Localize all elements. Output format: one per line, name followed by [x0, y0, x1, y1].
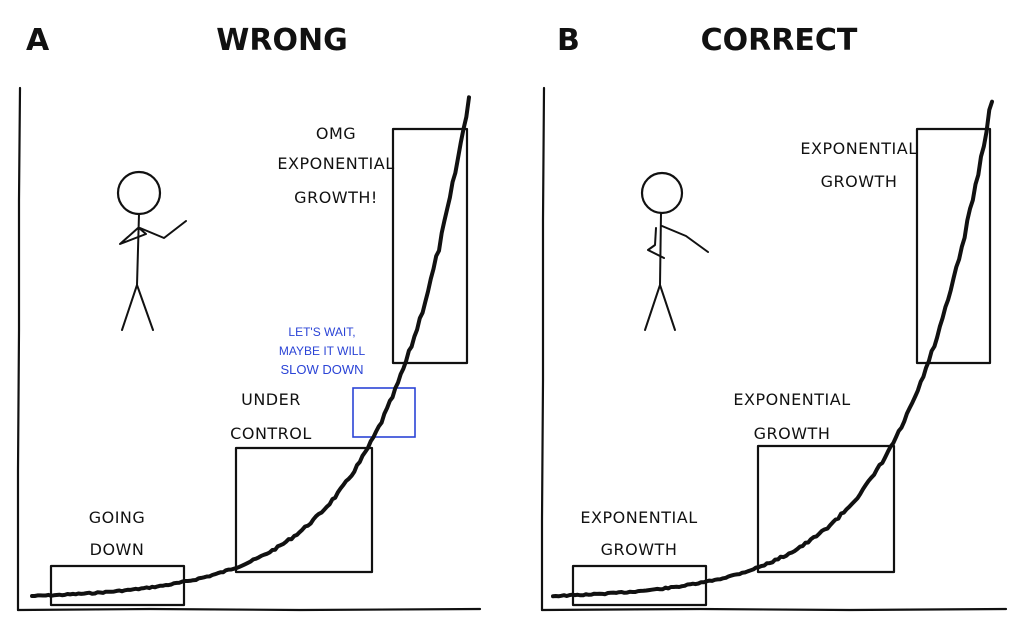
note-line-2: MAYBE IT WILL: [279, 344, 366, 358]
panel-a-exponential-curve: [30, 95, 471, 598]
note-line-3: SLOW DOWN: [280, 362, 363, 377]
panel-a-x-axis: [16, 607, 482, 612]
label-control: CONTROL: [230, 424, 312, 443]
panel-b: B CORRECT EXPONENTIAL GROWTH EXPONENTIAL…: [540, 23, 1008, 612]
note-line-1: LET'S WAIT,: [288, 325, 355, 339]
stick-figure-a-legs: [121, 284, 154, 331]
label-down: DOWN: [90, 540, 145, 559]
label-mid-growth: GROWTH: [754, 424, 831, 443]
stick-figure-b-legs: [644, 284, 676, 331]
panel-b-box-high: [915, 127, 992, 365]
panel-a-box-wait: [352, 387, 416, 438]
label-going: GOING: [89, 508, 146, 527]
label-under: UNDER: [241, 390, 301, 409]
panel-b-letter: B: [557, 23, 580, 58]
panel-b-exponential-curve: [551, 99, 994, 599]
stick-figure-b: [640, 171, 709, 331]
label-high-growth: GROWTH: [821, 172, 898, 191]
stick-figure-b-body: [659, 212, 662, 286]
stick-figure-b-arms: [647, 225, 709, 259]
stick-figure-a: [116, 170, 187, 331]
label-mid-exponential: EXPONENTIAL: [733, 390, 850, 409]
panel-a-box-omg: [391, 127, 469, 365]
stick-figure-a-arms: [119, 220, 187, 245]
label-low-exponential: EXPONENTIAL: [580, 508, 697, 527]
panel-b-title: CORRECT: [701, 23, 858, 58]
panel-a-box-going-down: [49, 564, 186, 607]
panel-a-title: WRONG: [216, 23, 347, 58]
panel-a-box-under-control: [234, 446, 374, 574]
panel-a: A WRONG GOING DOWN UNDER CONTROL OMG EXP…: [16, 23, 482, 612]
panel-b-box-mid: [756, 444, 896, 574]
stick-figure-a-body: [136, 213, 140, 286]
stick-figure-a-head: [116, 170, 162, 216]
label-growth-a: GROWTH!: [294, 188, 378, 207]
stick-figure-b-head: [640, 171, 684, 215]
panel-b-y-axis: [540, 86, 546, 612]
panel-b-x-axis: [540, 607, 1008, 612]
label-high-exponential: EXPONENTIAL: [800, 139, 917, 158]
label-low-growth: GROWTH: [601, 540, 678, 559]
panel-a-y-axis: [16, 86, 22, 612]
panel-a-letter: A: [26, 23, 50, 58]
label-omg: OMG: [316, 124, 356, 143]
panel-b-box-low: [571, 564, 708, 607]
label-exponential-a: EXPONENTIAL: [277, 154, 394, 173]
